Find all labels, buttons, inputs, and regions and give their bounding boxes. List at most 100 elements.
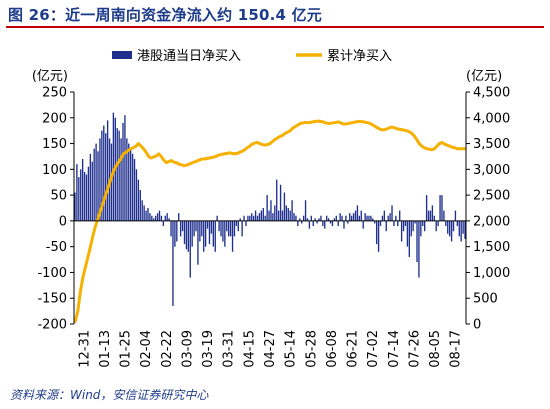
bar (116, 128, 118, 221)
bar (251, 213, 253, 221)
bar (101, 130, 103, 221)
bar (349, 213, 351, 221)
bar (327, 218, 330, 221)
bar (431, 205, 434, 221)
bar (289, 210, 291, 221)
bar (179, 220, 182, 237)
bar (258, 213, 261, 221)
bar (308, 220, 311, 229)
bar (310, 215, 312, 221)
bar (445, 220, 447, 227)
bar (124, 115, 126, 221)
bar (181, 220, 184, 232)
bar (297, 220, 299, 227)
bar (243, 215, 245, 221)
bar (210, 220, 213, 234)
bar (206, 220, 209, 229)
bar (385, 220, 387, 232)
bar (204, 220, 207, 247)
bar (268, 210, 270, 221)
bar (189, 220, 191, 278)
bar (228, 220, 230, 237)
bar (377, 220, 380, 252)
bar (91, 161, 93, 221)
bar (212, 220, 214, 247)
bar (364, 213, 366, 221)
bar (381, 215, 384, 221)
bar (447, 220, 449, 234)
left-tick-label: -100 (37, 266, 67, 281)
bar (81, 159, 84, 221)
bar (137, 179, 140, 221)
legend: 港股通当日净买入 累计净买入 (112, 49, 392, 64)
right-tick-label: 3,000 (473, 163, 510, 178)
bar (264, 215, 266, 221)
left-tick-label: -150 (37, 292, 67, 307)
bar (404, 220, 407, 227)
bar (93, 148, 95, 221)
bar (274, 205, 276, 221)
bar (395, 215, 397, 221)
x-tick-label: 03-09 (180, 330, 195, 368)
bar (433, 215, 435, 221)
left-tick-label: 0 (59, 214, 67, 229)
bar (122, 122, 124, 221)
bar (78, 177, 80, 221)
bar (400, 220, 403, 242)
bar (247, 215, 249, 221)
bar (337, 220, 339, 227)
bar (441, 195, 443, 221)
bar (399, 210, 401, 221)
bar (87, 166, 90, 221)
bar (270, 200, 272, 221)
bar (354, 210, 357, 221)
bar (295, 215, 297, 221)
bar (120, 138, 122, 221)
bar (464, 220, 466, 239)
bar (370, 215, 372, 221)
bar (252, 215, 255, 221)
bar (178, 213, 180, 221)
bar (420, 220, 422, 237)
x-tick-label: 04-15 (242, 330, 257, 368)
bar (208, 220, 211, 245)
bar (422, 220, 424, 227)
bar (105, 133, 107, 221)
bar (439, 195, 441, 221)
bar (118, 130, 120, 221)
axes: -200 -150 -100 -50 0 50 100 150 200 250 0 500 1,000 1… (32, 69, 510, 368)
bar (256, 215, 259, 221)
bar (320, 215, 322, 221)
x-tick-label: 07-14 (387, 330, 402, 368)
bar (149, 213, 151, 221)
bar (302, 215, 305, 221)
bar (229, 220, 232, 237)
bar (254, 210, 257, 221)
bar (281, 210, 284, 221)
x-tick-label: 07-26 (407, 330, 422, 368)
bar (358, 215, 361, 221)
right-tick-label: 0 (473, 318, 481, 333)
bar (312, 220, 314, 227)
x-tick-label: 05-14 (284, 330, 299, 368)
bar (406, 220, 409, 247)
bar (285, 205, 288, 221)
bar (199, 220, 201, 242)
x-tick-label: 04-27 (263, 330, 278, 368)
bar (356, 205, 359, 221)
bar (435, 220, 437, 232)
bar (112, 112, 115, 221)
right-tick-label: 1,000 (473, 266, 510, 281)
bar (262, 208, 264, 221)
bar (185, 220, 188, 250)
bar (195, 220, 197, 232)
bar (331, 220, 334, 227)
bar (277, 210, 280, 221)
bar (393, 220, 395, 227)
bar (103, 125, 105, 221)
bar (339, 213, 341, 221)
figure-title: 图 26：近一周南向资金净流入约 150.4 亿元 (8, 6, 322, 24)
bar (106, 120, 109, 221)
bar (85, 174, 88, 221)
